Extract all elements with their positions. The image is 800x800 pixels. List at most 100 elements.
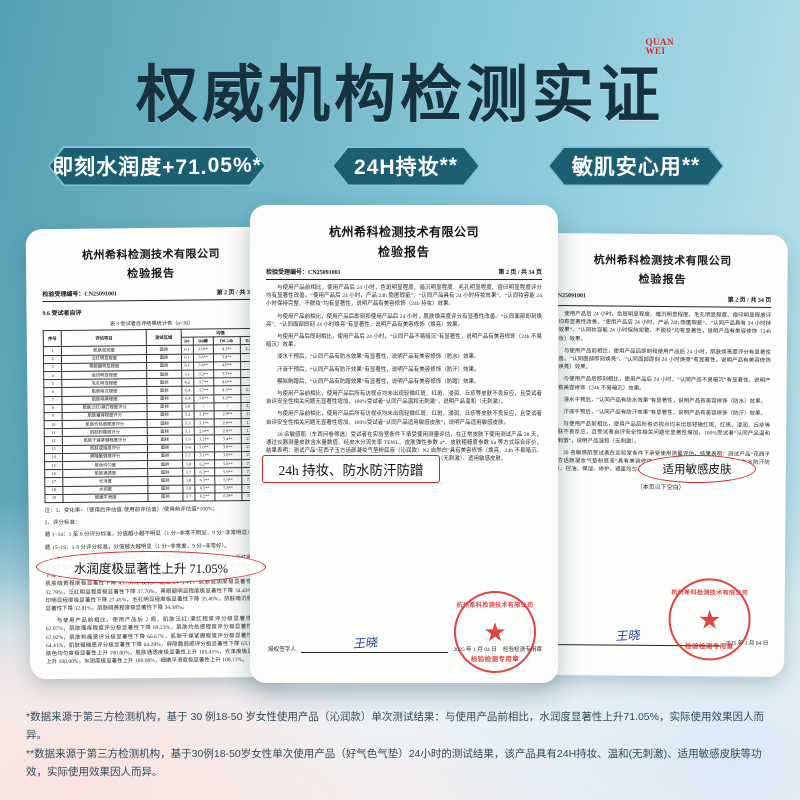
report-paragraph: 与使用产品前相比，使用产品后所有访视点均未出现轻微红斑、红斑、浸润、丘疹等皮肤不…: [266, 391, 542, 406]
report-paragraph: 浸水干预后，“认同产品有防水效果”有显著性，说明产品有美容修饰（防水）效果。: [277, 354, 480, 361]
report-paragraph: 汗液干预后，“认同产品有防汗效果”有显著性，说明产品有美容修饰（防汗）效果。: [277, 366, 480, 373]
seal-center-top-text: 杭州希科检测技术有限公司: [456, 603, 534, 609]
cell-no: 6: [43, 387, 62, 397]
badge-sensitive-skin-label: 敏肌安心用: [571, 156, 682, 179]
report-center-rule: [266, 279, 542, 280]
badge-longwear-inner: 24H持妆 **: [334, 148, 479, 185]
report-paragraph: 与使用产品前相比，使用产品后 2 周，肌肤泛红/潮红程度评分极显著性下降 62.…: [45, 616, 265, 666]
report-center-meta: 检验受理编号：CN25091001 第 2 页 / 共 34 页: [266, 267, 542, 276]
report-right-blank-note: （本页以下空白）: [636, 485, 685, 492]
th-d0-24h: D0-24h: [213, 336, 241, 346]
cell-d0-instant: 3.6**: [193, 353, 214, 362]
th-item: 评估项目: [61, 329, 147, 347]
th-area: 测试区域: [146, 329, 181, 346]
cell-d0-instant: 3.1**: [193, 410, 214, 420]
report-center-accept-no: 检验受理编号：CN25091001: [266, 270, 341, 276]
cell-d0: 6.4: [181, 386, 194, 395]
badge-hydration[interactable]: 即刻水润度+71. 05% *: [48, 146, 266, 186]
report-right-signature-ink: 王晓: [614, 628, 642, 644]
badge-longwear-label: 24H持妆: [354, 156, 440, 179]
badge-sensitive-skin[interactable]: 敏肌安心用 **: [548, 146, 724, 186]
report-paragraph: 汗液干预后，“认同产品有防汗效果”有显著性，说明产品有美容修饰（防汗）效果。: [563, 409, 767, 417]
footnotes: *数据来源于第三方检测机构，基于 30 例18-50 岁女性使用产品（沁润款）单…: [26, 708, 774, 782]
cell-d0: 5.2: [181, 410, 194, 420]
report-right-meta: CN25091001 第 2 页 / 共 34 页: [553, 293, 771, 304]
highlight-longwear-text: 24h 持妆、防水防汗防蹭: [278, 463, 424, 478]
page-title-wrap: 权威机构检测实证 QUAN WEI: [0, 38, 800, 134]
report-center-body: 杭州希科检测技术有限公司 检验报告 检验受理编号：CN25091001 第 2 …: [250, 205, 558, 491]
cell-d0-24h: 5.8**: [214, 484, 242, 493]
cell-d0-instant: 6.3**: [194, 468, 215, 477]
report-paragraph: 与使用产品前相比，使用产品后 24 小时，色斑明显程度、暗沉明显程度、毛孔明显程…: [266, 285, 542, 308]
cell-area: 面颊: [148, 492, 183, 502]
report-paragraph: 与使用产品后即刻相比，使用产品后 24 小时，“认同产品不易暗沉”有显著性，说明…: [552, 376, 771, 392]
report-note-line: 2、评分标准：: [44, 519, 81, 527]
highlight-sensitive-text: 适用敏感皮肤: [662, 464, 732, 476]
cell-d0-instant: 6.3**: [194, 484, 215, 493]
highlight-hydration-oval: 水润度极显著性上升 71.05%: [36, 551, 266, 583]
report-paragraph: 与使用产品前相比，使用产品后所有访视点均未出现轻微红斑、红斑、浸润、丘疹等皮肤不…: [266, 411, 542, 426]
report-right-paragraphs: 使用产品后 24 小时，色斑明显程度、暗沉明显程度、毛孔明显程度、痘印明显程度评…: [552, 310, 771, 475]
badge-sensitive-skin-inner: 敏肌安心用 **: [550, 148, 723, 185]
report-left-title: 检验报告: [127, 267, 176, 281]
cell-no: 11: [44, 428, 63, 438]
report-paragraph: 与使用产品前相比，使用产品后即刻和使用产品后 24 小时，肌肤焕亮度评分有显著性…: [552, 347, 771, 371]
inspection-seal-right: 杭州希科检测技术有限公司 ★ 检验检测专用章: [668, 578, 751, 661]
cell-item: 细嫩平滑度: [63, 493, 149, 503]
cell-no: 15: [44, 461, 63, 470]
cell-no: 14: [44, 453, 63, 462]
report-center-page-info: 第 2 页 / 共 34 页: [498, 270, 542, 276]
cell-d0-instant: 3.0**: [193, 443, 215, 452]
report-right-accept-no: CN25091001: [553, 293, 587, 300]
cell-d0-24h: /: [213, 402, 241, 411]
report-center-paragraphs: 与使用产品前相比，使用产品后 24 小时，色斑明显程度、暗沉明显程度、毛孔明显程…: [266, 284, 542, 464]
badge-hydration-label-small: 05%: [207, 154, 253, 177]
cell-d0: 6.1: [180, 345, 194, 354]
cell-d0-instant: 6.2**: [194, 459, 215, 469]
cell-d0-24h: 3.0**: [214, 443, 242, 452]
cell-d0: 3.8: [182, 484, 195, 493]
page-title: 权威机构检测实证 QUAN WEI: [136, 38, 674, 134]
title-pinyin-line2: WEI: [645, 46, 666, 56]
report-center-signature-line: 王晓: [300, 635, 449, 653]
report-paragraph: 浸水干预后，“认同产品有防水效果”有显著性，说明产品有美容修饰（防水）效果。: [563, 396, 767, 405]
cell-d0-instant: 3.6**: [193, 394, 214, 403]
badge-hydration-inner: 即刻水润度+71. 05% *: [50, 148, 265, 185]
badge-hydration-label: 即刻水润度+71.: [52, 156, 208, 179]
report-right-rule: [553, 305, 772, 308]
cell-no: 8: [43, 404, 63, 413]
seal-right-top-text: 杭州希科检测技术有限公司: [671, 590, 749, 597]
report-document-center[interactable]: 杭州希科检测技术有限公司 检验报告 检验受理编号：CN25091001 第 2 …: [250, 205, 558, 683]
cell-d0-24h: 2.9**: [213, 426, 242, 436]
cell-d0-instant: 3.7**: [193, 377, 214, 387]
cell-d0: 6.1: [181, 353, 194, 362]
cell-d0-24h: 2.9**: [213, 418, 242, 428]
cell-d0: 5.7: [182, 451, 195, 461]
inspection-seal-center: 杭州希科检测技术有限公司 ★ 检验检测专用章: [454, 591, 536, 673]
report-document-left[interactable]: 杭州希科检测技术有限公司 检验报告 检验受理编号：CN25091001 第 2 …: [25, 226, 281, 680]
cell-d0: 3.8: [182, 460, 195, 469]
cell-d0: 5.3: [181, 419, 194, 428]
claim-badges: 即刻水润度+71. 05% * 24H持妆 ** 敏肌安心用 **: [0, 146, 800, 192]
cell-d0: 5.1: [181, 427, 194, 436]
highlight-longwear-box: 24h 持妆、防水防汗防蹭: [262, 455, 440, 483]
footnote-line: **数据来源于第三方检测机构，基于30例18-50岁女性单次使用产品（好气色气垫…: [26, 748, 762, 778]
report-left-section-heading: 9.6 受试者自评: [42, 310, 82, 318]
report-right-title: 检验报告: [638, 273, 687, 287]
cell-d0-24h: 4.0**: [213, 377, 241, 387]
cell-no: 16: [44, 469, 63, 479]
cell-d0: 5.9: [181, 435, 194, 444]
report-left-body: 杭州希科检测技术有限公司 检验报告 检验受理编号：CN25091001 第 2 …: [26, 227, 281, 677]
report-document-right[interactable]: 杭州希科检测技术有限公司 检验报告 CN25091001 第 2 页 / 共 3…: [534, 232, 788, 678]
cell-d0-instant: 3.7**: [193, 386, 214, 395]
cell-d0-instant: 3.2**: [193, 435, 215, 444]
th-d0: D0: [180, 337, 193, 346]
cell-d0: 3.8: [182, 476, 195, 485]
badge-longwear[interactable]: 24H持妆 **: [332, 146, 480, 186]
seal-right-bottom-text: 检验检测专用章: [685, 643, 734, 651]
th-d0-instant: D0瞬: [192, 337, 214, 346]
cell-no: 4: [43, 371, 62, 380]
cell-d0-24h: 5.9**: [214, 467, 242, 477]
